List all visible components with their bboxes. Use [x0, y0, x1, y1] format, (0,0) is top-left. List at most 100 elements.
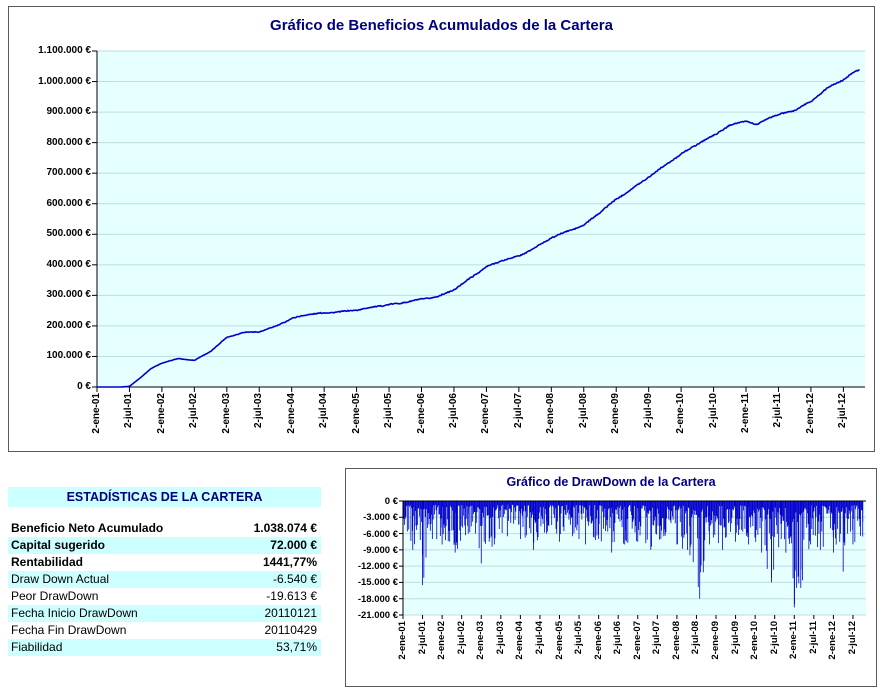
- drawdown-x-tick-label: 2-jul-03: [494, 621, 506, 655]
- drawdown-x-tick-label: 2-jul-11: [807, 621, 819, 654]
- drawdown-x-tick-label: 2-ene-02: [436, 621, 448, 660]
- stats-row: Fecha Inicio DrawDown 20110121: [8, 605, 321, 622]
- equity-x-tick-label: 2-jul-02: [188, 393, 200, 429]
- equity-x-tick-label: 2-ene-07: [480, 393, 492, 434]
- stats-rows: Beneficio Neto Acumulado 1.038.074 € Capit…: [8, 520, 321, 656]
- equity-x-tick-label: 2-ene-01: [91, 393, 102, 434]
- equity-x-tick-label: 2-ene-04: [285, 393, 297, 434]
- drawdown-y-tick-label: -18.000 €: [357, 593, 398, 605]
- drawdown-x-tick-label: 2-ene-07: [631, 621, 643, 660]
- equity-x-tick-label: 2-ene-12: [804, 393, 816, 434]
- equity-y-tick-label: 900.000 €: [46, 106, 92, 118]
- equity-y-tick-label: 700.000 €: [46, 167, 92, 179]
- drawdown-x-tick-label: 2-jul-07: [651, 621, 663, 655]
- stat-label: Draw Down Actual: [11, 572, 110, 586]
- equity-x-tick-label: 2-ene-10: [675, 393, 687, 434]
- stats-row: Rentabilidad 1441,77%: [8, 554, 321, 571]
- equity-x-tick-label: 2-jul-12: [837, 393, 849, 429]
- stats-table-title: ESTADÍSTICAS DE LA CARTERA: [8, 487, 321, 507]
- equity-x-tick-label: 2-jul-11: [772, 393, 784, 428]
- equity-x-tick-label: 2-ene-03: [220, 393, 232, 434]
- drawdown-plot-area: [399, 500, 866, 619]
- equity-line-chart: [92, 50, 865, 392]
- drawdown-x-tick-label: 2-jul-10: [768, 621, 780, 655]
- equity-x-tick-label: 2-jul-05: [383, 393, 395, 429]
- equity-x-tick-label: 2-ene-05: [350, 393, 362, 434]
- stat-value: 53,71%: [276, 640, 317, 654]
- drawdown-x-tick-label: 2-jul-12: [846, 621, 858, 655]
- drawdown-x-tick-label: 2-ene-10: [749, 621, 761, 660]
- drawdown-spike-chart: [399, 500, 866, 619]
- equity-x-tick-label: 2-jul-07: [512, 393, 524, 429]
- equity-x-tick-label: 2-jul-08: [577, 393, 589, 429]
- equity-x-tick-label: 2-ene-11: [740, 393, 751, 434]
- stats-table: ESTADÍSTICAS DE LA CARTERA Beneficio Net…: [8, 487, 321, 656]
- equity-x-tick-label: 2-jul-10: [707, 393, 719, 429]
- stat-label: Capital sugerido: [11, 538, 106, 552]
- equity-y-tick-label: 100.000 €: [46, 350, 92, 362]
- drawdown-x-tick-label: 2-ene-09: [710, 621, 721, 660]
- equity-y-tick-label: 800.000 €: [46, 136, 92, 148]
- equity-x-tick-label: 2-ene-06: [415, 393, 427, 434]
- equity-x-tick-label: 2-jul-06: [447, 393, 459, 429]
- equity-y-tick-label: 300.000 €: [46, 289, 92, 301]
- equity-x-tick-label: 2-jul-09: [642, 393, 654, 429]
- stat-label: Fecha Inicio DrawDown: [11, 606, 138, 620]
- stat-value: 1441,77%: [262, 555, 317, 569]
- equity-x-tick-label: 2-ene-02: [155, 393, 167, 434]
- drawdown-x-tick-label: 2-ene-03: [475, 621, 487, 660]
- stats-row: Capital sugerido 72.000 €: [8, 537, 321, 554]
- drawdown-chart-panel: Gráfico de DrawDown de la Cartera 0 € -3.…: [345, 468, 877, 687]
- stat-label: Peor DrawDown: [11, 589, 99, 603]
- drawdown-x-tick-label: 2-ene-12: [827, 621, 839, 660]
- drawdown-y-tick-label: -15.000 €: [357, 577, 398, 589]
- stat-label: Fecha Fin DrawDown: [11, 623, 127, 637]
- drawdown-chart-title: Gráfico de DrawDown de la Cartera: [506, 475, 716, 489]
- drawdown-x-tick-label: 2-jul-08: [690, 621, 702, 655]
- stat-value: 20110121: [264, 606, 318, 620]
- drawdown-x-tick-label: 2-ene-05: [553, 621, 565, 660]
- stats-row: Fecha Fin DrawDown 20110429: [8, 622, 321, 639]
- equity-y-tick-label: 200.000 €: [46, 319, 92, 331]
- drawdown-x-tick-label: 2-ene-06: [592, 621, 604, 660]
- drawdown-x-tick-label: 2-jul-01: [416, 621, 428, 655]
- drawdown-x-tick-label: 2-ene-01: [397, 621, 408, 660]
- equity-y-tick-label: 600.000 €: [46, 197, 92, 209]
- stat-value: 20110429: [264, 623, 318, 637]
- stat-value: -19.613 €: [266, 589, 317, 603]
- equity-y-tick-label: 0 €: [77, 381, 91, 392]
- stat-label: Rentabilidad: [11, 555, 84, 569]
- drawdown-y-tick-label: 0 €: [384, 496, 398, 507]
- equity-x-tick-label: 2-ene-09: [610, 393, 622, 434]
- stat-value: -6.540 €: [272, 572, 317, 586]
- drawdown-x-tick-label: 2-jul-05: [573, 621, 585, 655]
- equity-chart-panel: Gráfico de Beneficios Acumulados de la C…: [8, 6, 875, 452]
- equity-plot-area: [92, 50, 865, 392]
- equity-y-tick-label: 500.000 €: [46, 228, 92, 240]
- equity-x-tick-label: 2-jul-03: [253, 393, 265, 429]
- equity-chart-title: Gráfico de Beneficios Acumulados de la C…: [270, 17, 613, 34]
- drawdown-y-tick-label: -9.000 €: [363, 544, 398, 556]
- stats-row: Fiabilidad 53,71%: [8, 639, 321, 656]
- drawdown-y-tick-label: -21.000 €: [357, 610, 398, 621]
- drawdown-x-tick-label: 2-ene-11: [788, 621, 800, 660]
- stat-value: 1.038.074 €: [253, 521, 317, 535]
- stats-row: Draw Down Actual -6.540 €: [8, 571, 321, 588]
- stat-label: Beneficio Neto Acumulado: [11, 521, 164, 535]
- drawdown-y-tick-label: -3.000 €: [363, 512, 398, 524]
- drawdown-y-tick-label: -6.000 €: [363, 528, 398, 540]
- drawdown-x-tick-label: 2-jul-04: [533, 621, 545, 655]
- drawdown-x-tick-label: 2-jul-09: [729, 621, 741, 655]
- drawdown-y-tick-label: -12.000 €: [357, 561, 398, 573]
- equity-x-tick-label: 2-jul-01: [123, 393, 135, 429]
- drawdown-x-tick-label: 2-ene-08: [670, 621, 682, 660]
- equity-x-tick-label: 2-jul-04: [318, 393, 330, 429]
- stat-value: 72.000 €: [270, 538, 317, 552]
- stats-row: Beneficio Neto Acumulado 1.038.074 €: [8, 520, 321, 537]
- equity-y-tick-label: 1.000.000 €: [38, 75, 91, 87]
- equity-x-tick-label: 2-ene-08: [545, 393, 557, 434]
- drawdown-x-tick-label: 2-jul-06: [612, 621, 624, 655]
- drawdown-x-tick-label: 2-jul-02: [455, 621, 467, 655]
- stats-row: Peor DrawDown -19.613 €: [8, 588, 321, 605]
